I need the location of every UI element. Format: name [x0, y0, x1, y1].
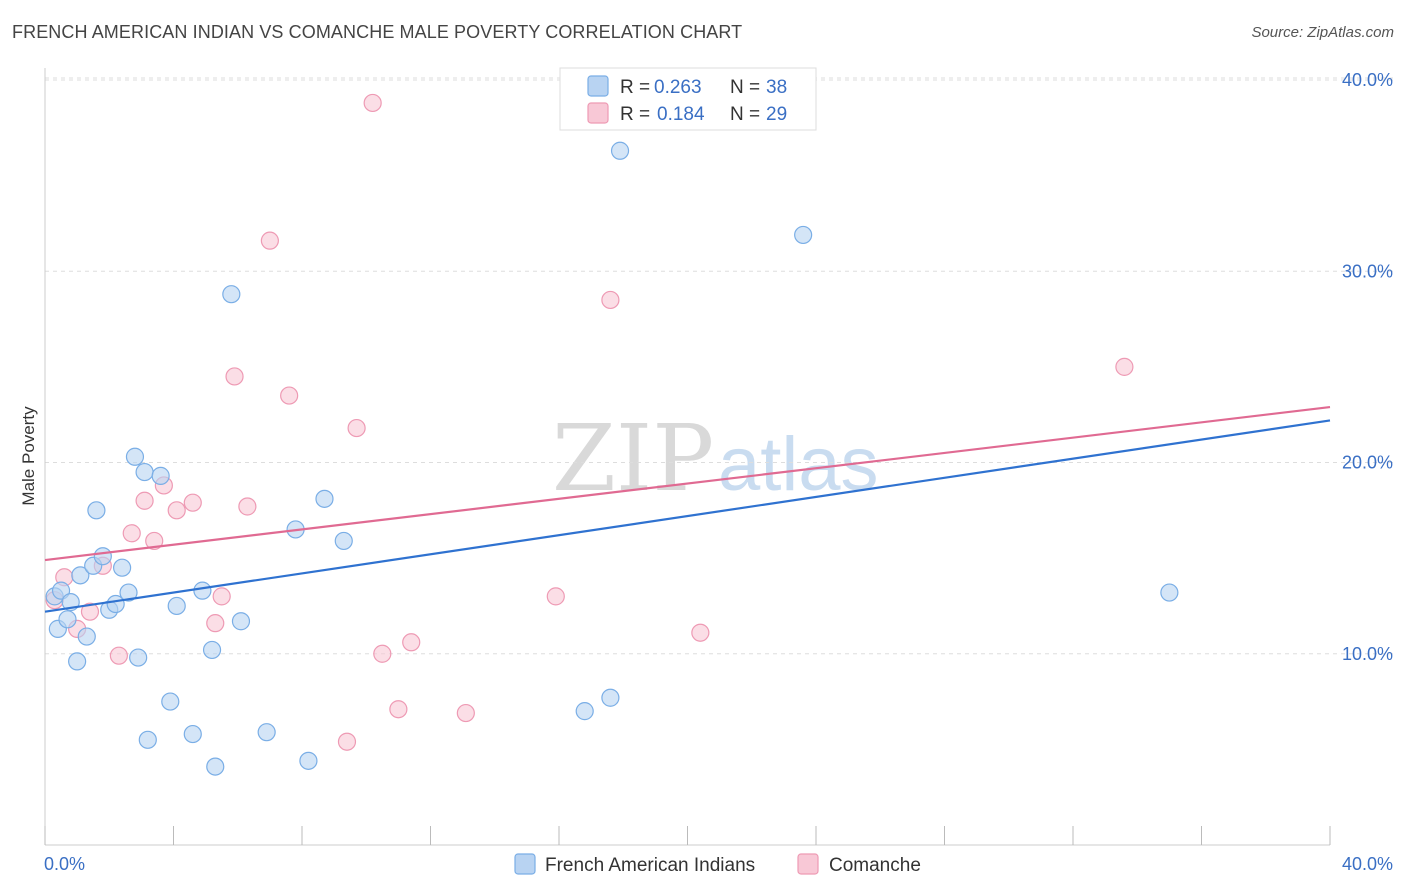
french-american-indians-point-14	[119, 583, 138, 602]
french-american-indians-point-32	[334, 531, 353, 551]
french-american-indians-point-33	[575, 702, 594, 721]
comanche-point-3	[80, 602, 100, 621]
comanche-point-15	[238, 497, 257, 516]
comanche-point-10	[167, 501, 186, 520]
comanche-point-16	[260, 231, 279, 250]
comanche-point-6	[122, 524, 141, 543]
french-american-indians-point-30	[299, 751, 318, 770]
x-tick-marks	[44, 826, 1331, 845]
french-american-indians-point-13	[112, 558, 132, 577]
x-tick-label-max: 40.0%	[1342, 854, 1393, 874]
legend-n-label-1: N =	[730, 77, 760, 98]
french-american-indians-point-21	[167, 596, 186, 616]
comanche-point-26	[601, 290, 620, 310]
y-axis-label: Male Poverty	[19, 406, 38, 506]
comanche-point-8	[145, 531, 164, 551]
series-legend-label-french-american-indians: French American Indians	[545, 855, 755, 876]
comanche-point-24	[456, 703, 475, 723]
french-american-indians-point-36	[794, 225, 813, 245]
trend-line-comanche	[44, 405, 1331, 562]
comanche-point-11	[183, 493, 202, 512]
chart-title: FRENCH AMERICAN INDIAN VS COMANCHE MALE …	[12, 22, 743, 42]
comanche-point-12	[206, 614, 225, 633]
legend-r-value-2: 0.184	[657, 104, 705, 125]
comanche-point-7	[135, 491, 154, 510]
french-american-indians-point-37	[1160, 583, 1179, 602]
comanche-point-19	[347, 418, 366, 438]
legend-r-value-1: 0.263	[654, 77, 702, 98]
comanche-point-22	[389, 700, 408, 719]
comanche-point-25	[546, 587, 565, 606]
french-american-indians-point-18	[138, 730, 157, 749]
y-tick-label-20: 20.0%	[1342, 453, 1393, 473]
french-american-indians-point-20	[161, 692, 180, 711]
trend-line-french-american-indians	[44, 419, 1331, 613]
y-tick-label-10: 10.0%	[1342, 644, 1393, 664]
french-american-indians-point-31	[315, 489, 334, 508]
series-legend-swatch-comanche	[797, 853, 819, 875]
comanche-point-14	[225, 367, 244, 386]
legend-n-label-2: N =	[730, 104, 760, 125]
french-american-indians-point-3	[58, 610, 77, 629]
french-american-indians-point-27	[231, 612, 251, 631]
french-american-indians-point-7	[77, 627, 96, 646]
french-american-indians-point-26	[222, 285, 241, 304]
correlation-legend: R = 0.263 N = 38 R = 0.184 N = 29	[559, 67, 817, 131]
legend-n-value-2: 29	[766, 104, 787, 125]
french-american-indians-point-17	[135, 462, 154, 482]
french-american-indians-point-28	[257, 723, 276, 742]
french-american-indians-point-5	[68, 652, 87, 671]
watermark-zip: ZIP	[552, 405, 714, 512]
french-american-indians-point-23	[193, 581, 212, 600]
comanche-point-13	[212, 587, 231, 606]
chart-source: Source: ZipAtlas.com	[1251, 24, 1394, 41]
french-american-indians-point-34	[601, 688, 620, 707]
comanche-point-5	[109, 646, 128, 665]
legend-n-value-1: 38	[766, 77, 787, 98]
series-legend-label-comanche: Comanche	[829, 855, 921, 876]
series-legend-swatch-french-american-indians	[514, 853, 536, 875]
legend-swatch-french-american-indians	[587, 75, 609, 97]
y-tick-label-30: 30.0%	[1342, 261, 1393, 281]
comanche-point-27	[691, 623, 710, 642]
french-american-indians-point-9	[87, 501, 106, 520]
grid-lines	[45, 77, 1394, 655]
x-tick-label-min: 0.0%	[44, 854, 85, 874]
french-american-indians-point-19	[151, 466, 170, 485]
french-american-indians-point-35	[610, 141, 630, 160]
series-legend: French American Indians Comanche	[514, 853, 921, 876]
comanche-point-18	[337, 732, 357, 751]
legend-r-label-1: R =	[620, 77, 650, 98]
trend-lines	[44, 405, 1331, 613]
comanche-point-21	[373, 644, 392, 663]
legend-swatch-comanche	[587, 102, 609, 124]
y-tick-labels: 10.0% 20.0% 30.0% 40.0%	[1342, 70, 1393, 664]
french-american-indians-point-15	[125, 447, 145, 466]
legend-r-label-2: R =	[620, 104, 650, 125]
french-american-indians-point-25	[206, 757, 225, 776]
french-american-indians-point-10	[93, 547, 112, 566]
comanche-point-28	[1115, 357, 1134, 376]
french-american-indians-point-22	[183, 724, 202, 744]
comanche-point-20	[363, 93, 382, 113]
comanche-point-17	[280, 386, 299, 405]
y-tick-label-40: 40.0%	[1342, 70, 1393, 90]
comanche-point-23	[402, 633, 421, 652]
french-american-indians-point-24	[202, 640, 222, 660]
french-american-indians-point-6	[71, 566, 90, 585]
french-american-indians-point-16	[129, 648, 148, 667]
